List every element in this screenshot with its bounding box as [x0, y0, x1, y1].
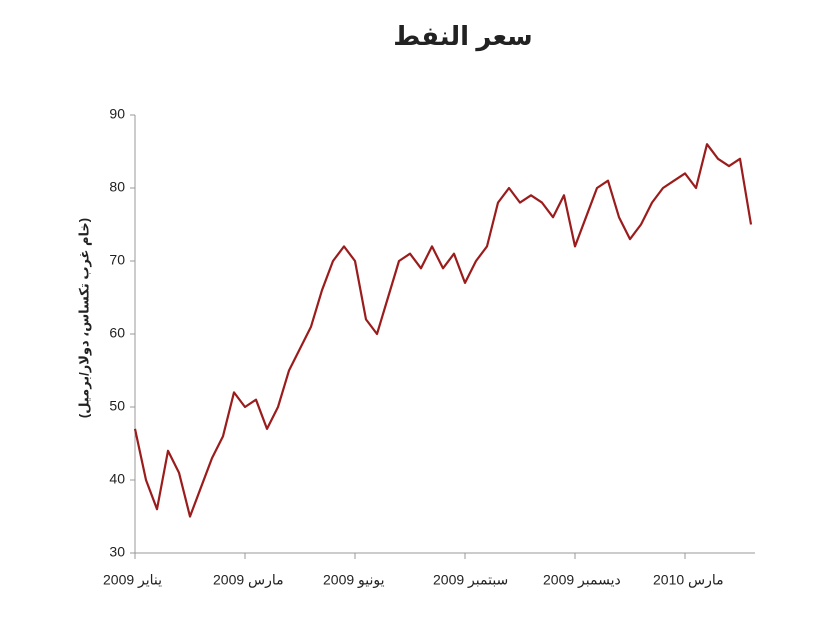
y-tick-label: 40: [109, 471, 125, 487]
x-tick-label: ديسمبر 2009: [543, 572, 621, 589]
x-tick-label: سبتمبر 2009: [433, 572, 508, 589]
y-tick-label: 80: [109, 179, 125, 195]
chart-title: سعر النفط: [393, 21, 532, 52]
x-tick-label: يونيو 2009: [323, 572, 385, 589]
y-tick-label: 50: [109, 398, 125, 414]
x-tick-label: مارس 2010: [653, 572, 724, 589]
y-tick-label: 60: [109, 325, 125, 341]
data-line: [133, 143, 753, 518]
y-tick-label: 30: [109, 544, 125, 560]
x-tick-label: مارس 2009: [213, 572, 284, 589]
y-tick-label: 90: [109, 106, 125, 122]
y-tick-label: 70: [109, 252, 125, 268]
y-axis-label: (خام غرب تكساس، دولار/برميل): [76, 218, 92, 418]
x-tick-label: يناير 2009: [103, 572, 162, 589]
